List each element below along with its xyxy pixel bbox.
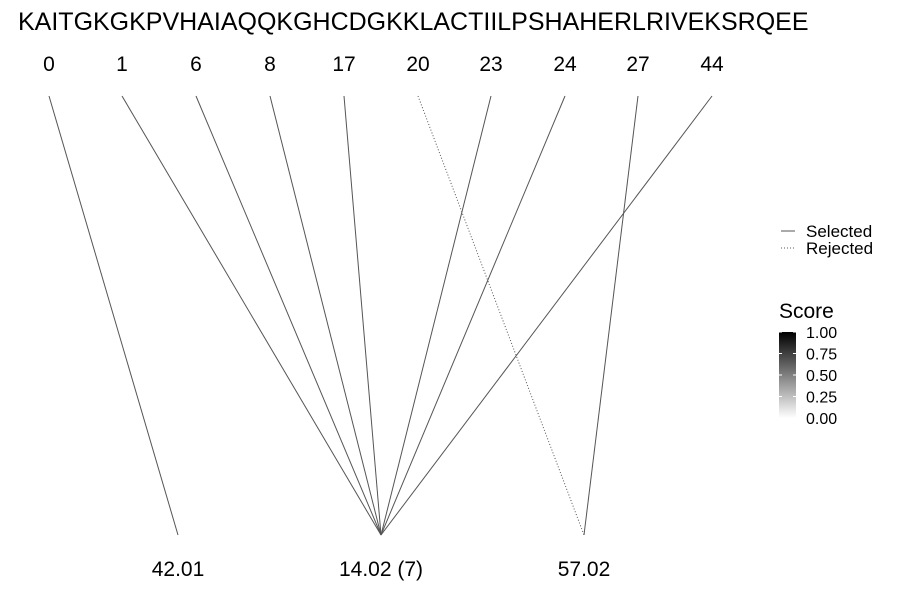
position-label: 23 — [479, 53, 502, 76]
rejected-link-line — [417, 95, 585, 536]
mass-label: 42.01 — [152, 558, 205, 581]
mass-label: 57.02 — [558, 558, 611, 581]
selected-link-line — [48, 95, 179, 536]
position-label: 0 — [43, 53, 55, 76]
position-labels: 0 1 6 8 17 20 23 24 27 44 — [43, 53, 724, 76]
score-tick-label: 1.00 — [806, 325, 837, 342]
selected-link-line — [380, 95, 566, 536]
score-tick-label: 0.50 — [806, 368, 837, 385]
position-label: 6 — [190, 53, 202, 76]
score-colorbar — [779, 332, 796, 418]
selected-link-line — [343, 95, 382, 536]
selected-link-line — [380, 95, 492, 536]
score-tick-label: 0.75 — [806, 347, 837, 364]
position-label: 17 — [332, 53, 355, 76]
position-label: 27 — [626, 53, 649, 76]
selected-link-line — [269, 95, 382, 536]
score-tick-label: 0.00 — [806, 411, 837, 428]
score-legend: Score 1.00 0.75 0.50 0.25 0.00 — [779, 300, 837, 428]
position-label: 20 — [406, 53, 429, 76]
selected-link-line — [121, 95, 382, 536]
position-label: 8 — [264, 53, 276, 76]
score-legend-title: Score — [779, 300, 834, 323]
selected-link-line — [380, 95, 713, 536]
mass-labels: 42.01 14.02 (7) 57.02 — [152, 558, 611, 581]
position-label: 1 — [116, 53, 128, 76]
position-label: 24 — [553, 53, 577, 76]
score-tick-label: 0.25 — [806, 390, 837, 407]
score-ticks: 1.00 0.75 0.50 0.25 0.00 — [779, 325, 837, 428]
selected-link-line — [195, 95, 382, 536]
line-type-legend: Selected Rejected — [781, 222, 873, 258]
link-lines — [48, 95, 713, 536]
selected-link-line — [583, 95, 639, 536]
legend-selected-label: Selected — [806, 222, 872, 241]
legend-rejected-label: Rejected — [806, 239, 873, 258]
position-label: 44 — [700, 53, 724, 76]
mass-label: 14.02 (7) — [339, 558, 423, 581]
sequence-text: KAITGKGKPVHAIAQQKGHCDGKKLACTIILPSHAHERLR… — [18, 8, 809, 36]
